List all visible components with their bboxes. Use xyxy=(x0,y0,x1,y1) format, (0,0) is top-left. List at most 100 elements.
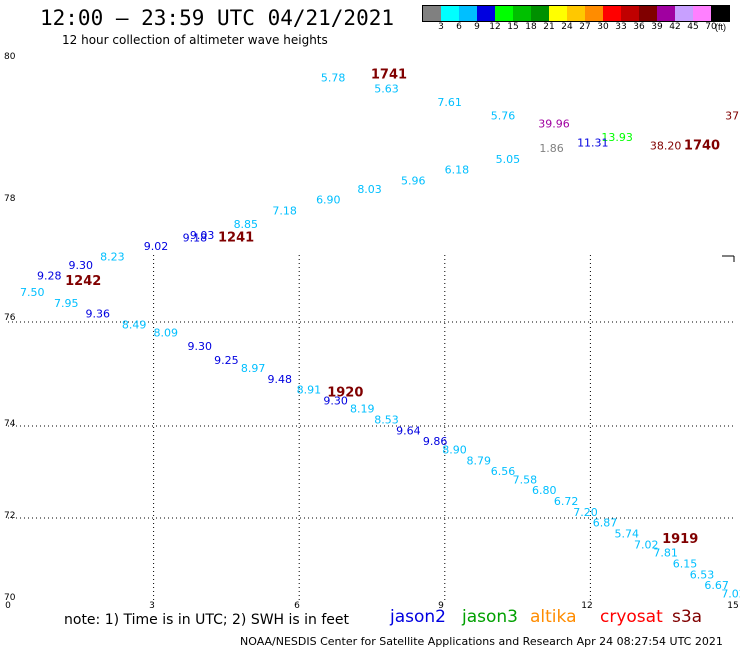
legend-label: 70 xyxy=(705,22,717,32)
legend-label: 3 xyxy=(438,22,444,32)
legend-label: 30 xyxy=(597,22,609,32)
wave-height-label: 7.18 xyxy=(272,204,297,217)
legend-swatch xyxy=(567,6,585,21)
wave-height-label: 8.09 xyxy=(153,327,178,340)
x-tick-label: 9 xyxy=(438,601,444,611)
wave-height-label: 9.28 xyxy=(37,270,62,283)
legend-label: 24 xyxy=(561,22,573,32)
wave-height-label: 5.76 xyxy=(491,109,516,122)
wave-height-label: 6.90 xyxy=(316,194,341,207)
wave-height-label: 9.18 xyxy=(183,232,208,245)
wave-height-label: 8.53 xyxy=(374,414,399,427)
legend-label: 27 xyxy=(579,22,591,32)
wave-height-label: 6.72 xyxy=(554,495,579,508)
satellite-altika: altika xyxy=(530,607,577,627)
wave-height-label: 8.03 xyxy=(357,183,382,196)
wave-height-label: 6.67 xyxy=(704,579,729,592)
wave-height-label: 8.23 xyxy=(100,251,125,264)
wave-height-label: 8.91 xyxy=(297,384,322,397)
y-tick-label: 70 xyxy=(4,593,16,603)
legend-swatch xyxy=(639,6,657,21)
pass-id: 1920 xyxy=(327,385,363,400)
wave-height-label: 38.20 xyxy=(650,139,682,152)
legend-swatch xyxy=(711,6,729,21)
legend-label: 21 xyxy=(543,22,555,32)
y-tick-label: 74 xyxy=(4,419,16,429)
credit-line: NOAA/NESDIS Center for Satellite Applica… xyxy=(240,635,723,648)
legend-swatch xyxy=(459,6,477,21)
x-tick-label: 0 xyxy=(5,601,11,611)
pass-id: 1741 xyxy=(371,68,407,83)
wave-height-label: 6.56 xyxy=(491,465,516,478)
wave-height-label: 8.19 xyxy=(350,403,375,416)
legend-label: 9 xyxy=(474,22,480,32)
wave-height-label: 7.81 xyxy=(653,547,678,560)
wave-height-label: 7.58 xyxy=(513,473,538,486)
pass-id: 1241 xyxy=(218,231,254,246)
wave-height-label: 39.96 xyxy=(538,118,570,131)
grid-lines xyxy=(8,255,736,600)
legend-swatch xyxy=(423,6,441,21)
y-tick-label: 78 xyxy=(4,194,16,204)
pass-id-labels: 1741 1740 1241 1242 1920 1919 xyxy=(65,68,720,547)
wave-height-label: 6.18 xyxy=(445,164,470,177)
legend-swatch xyxy=(693,6,711,21)
legend-label: 39 xyxy=(651,22,663,32)
satellite-jason3: jason3 xyxy=(462,607,518,627)
wave-height-label: 9.64 xyxy=(396,424,421,437)
wave-height-label: 6.80 xyxy=(532,484,557,497)
legend-swatch xyxy=(495,6,513,21)
legend-label: 36 xyxy=(633,22,645,32)
wave-height-label: 9.30 xyxy=(69,259,94,272)
color-legend-labels: (ft) 3 6 9 12 15 18 21 24 27 30 33 36 39 42 45 70 xyxy=(422,22,740,34)
wave-height-label: 9.86 xyxy=(423,435,448,448)
legend-swatch xyxy=(675,6,693,21)
wave-height-label: 6.87 xyxy=(593,517,618,530)
wave-height-label: 11.31 xyxy=(577,137,609,150)
color-legend-bar xyxy=(422,5,730,22)
wave-height-label: 9.30 xyxy=(187,340,212,353)
wave-height-label: 1.86 xyxy=(539,142,564,155)
wave-height-label: 7.61 xyxy=(437,96,462,109)
pass-id: 1242 xyxy=(65,274,101,289)
map-title: 12:00 – 23:59 UTC 04/21/2021 xyxy=(40,6,395,30)
wave-height-label: 5.05 xyxy=(496,153,521,166)
legend-label: 42 xyxy=(669,22,681,32)
y-tick-label: 80 xyxy=(4,52,16,62)
color-legend-unit: (ft) xyxy=(715,22,726,32)
y-tick-label: 76 xyxy=(4,313,16,323)
wave-height-label: 7.02 xyxy=(634,538,659,551)
legend-swatch xyxy=(531,6,549,21)
wave-height-label: 8.90 xyxy=(442,443,467,456)
wave-height-points: 5.78 5.63 7.61 5.76 39.96 13.93 1.86 11.31 38.20… xyxy=(20,71,740,600)
legend-swatch xyxy=(549,6,567,21)
legend-swatch xyxy=(477,6,495,21)
wave-height-label: 9.02 xyxy=(144,240,169,253)
pass-id: 1740 xyxy=(684,138,720,153)
wave-height-label: 13.93 xyxy=(601,131,633,144)
wave-height-label: 8.85 xyxy=(234,218,259,231)
x-tick-label: 3 xyxy=(149,601,155,611)
legend-swatch xyxy=(621,6,639,21)
axis-ticks: 0 3 6 9 12 15 80 78 76 74 72 70 xyxy=(4,52,739,611)
legend-label: 18 xyxy=(525,22,537,32)
x-tick-label: 15 xyxy=(727,601,738,611)
legend-label: 15 xyxy=(507,22,519,32)
satellite-s3a: s3a xyxy=(672,607,703,627)
legend-label: 45 xyxy=(687,22,699,32)
wave-height-label: 9.03 xyxy=(190,229,215,242)
satellite-jason2: jason2 xyxy=(390,607,446,627)
wave-height-label: 5.63 xyxy=(374,82,399,95)
legend-label: 12 xyxy=(489,22,501,32)
wave-height-label: 5.96 xyxy=(401,175,426,188)
pass-id: 1919 xyxy=(662,532,698,547)
wave-height-label: 8.97 xyxy=(241,362,266,375)
x-tick-label: 6 xyxy=(294,601,300,611)
legend-label: 33 xyxy=(615,22,627,32)
wave-height-label: 5.78 xyxy=(321,71,346,84)
satellite-cryosat: cryosat xyxy=(600,607,663,627)
wave-height-label: 9.25 xyxy=(214,354,239,367)
wave-height-label: 7.50 xyxy=(20,286,45,299)
y-tick-label: 72 xyxy=(4,511,15,521)
